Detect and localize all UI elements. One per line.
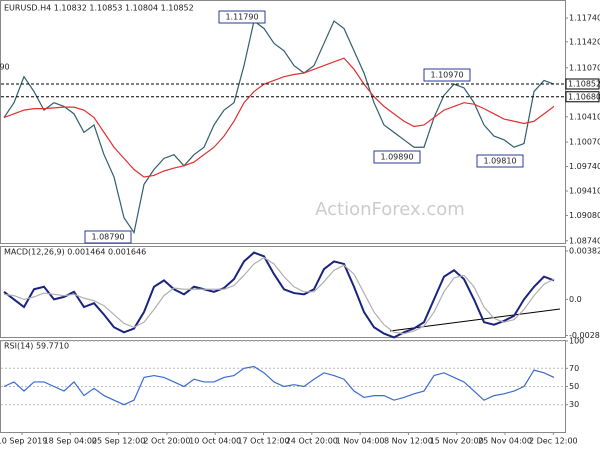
macd-title: MACD(12,26,9) 0.001464 0.001646 — [4, 248, 146, 257]
line-series — [3, 20, 555, 235]
annotation: 1.09890 — [380, 153, 413, 162]
x-tick-label: 10 Sep 2019 — [0, 437, 47, 446]
price-tick-label: 1.10070 — [569, 138, 600, 147]
x-tick-label: 15 Nov 20:00 — [430, 437, 484, 446]
price-tag: 1.10852 — [568, 79, 600, 88]
watermark: ActionForex.com — [315, 199, 465, 220]
x-tick-label: 24 Oct 20:00 — [286, 437, 338, 446]
x-tick-label: 10 Oct 04:00 — [189, 437, 241, 446]
x-tick-label: 1 Nov 04:00 — [336, 437, 385, 446]
macd-tick-label: 0.003826 — [569, 246, 600, 255]
price-panel — [0, 0, 566, 244]
annotation-box — [476, 154, 524, 168]
price-tick-label: 1.11070 — [569, 63, 600, 72]
macd-panel — [0, 246, 566, 338]
price-tick-label: 1.11420 — [569, 37, 600, 46]
annotation-box — [218, 10, 266, 24]
price-tick-label: 1.09080 — [569, 211, 600, 220]
line-series — [3, 251, 555, 339]
x-tick-label: 17 Oct 12:00 — [237, 437, 289, 446]
chart-title: EURUSD.H4 1.10832 1.10853 1.10804 1.1085… — [4, 4, 194, 13]
annotation-box — [423, 68, 471, 82]
macd-tick-label: 0.0 — [569, 295, 582, 304]
x-tick-label: 2 Oct 20:00 — [143, 437, 190, 446]
annotation: 1.10970 — [430, 71, 463, 80]
line-series — [3, 365, 555, 406]
price-tag-box — [565, 78, 600, 90]
x-tick-label: 2 Dec 12:00 — [529, 437, 578, 446]
line-series — [3, 57, 555, 178]
rsi-tick-label: 70 — [569, 364, 579, 373]
x-tick-label: 25 Sep 12:00 — [92, 437, 145, 446]
price-tag: 1.10680 — [568, 92, 600, 101]
x-tick-label: 18 Sep 04:00 — [44, 437, 97, 446]
macd-tick-label: -0.002849 — [569, 331, 600, 340]
rsi-tick-label: 50 — [569, 382, 579, 391]
rsi-title: RSI(14) 59.7710 — [4, 342, 69, 351]
annotation: 1.11790 — [225, 13, 258, 22]
price-tick-label: 1.11740 — [569, 14, 600, 23]
price-tag-box — [565, 91, 600, 103]
price-tick-label: 1.09410 — [569, 187, 600, 196]
annotation-box — [373, 150, 421, 164]
annotation: 090 — [0, 63, 10, 72]
annotation: 1.08790 — [91, 233, 124, 242]
rsi-tick-label: 30 — [569, 400, 579, 409]
price-tick-label: 1.09740 — [569, 162, 600, 171]
line-series — [3, 256, 555, 335]
rsi-tick-label: 100 — [569, 337, 584, 346]
price-tick-label: 1.08740 — [569, 236, 600, 245]
x-tick-label: 25 Nov 04:00 — [478, 437, 532, 446]
x-tick-label: 8 Nov 12:00 — [384, 437, 433, 446]
annotation: 1.09810 — [483, 157, 516, 166]
annotation-box — [84, 230, 132, 244]
trend-line — [389, 308, 561, 332]
price-tick-label: 1.10410 — [569, 112, 600, 121]
